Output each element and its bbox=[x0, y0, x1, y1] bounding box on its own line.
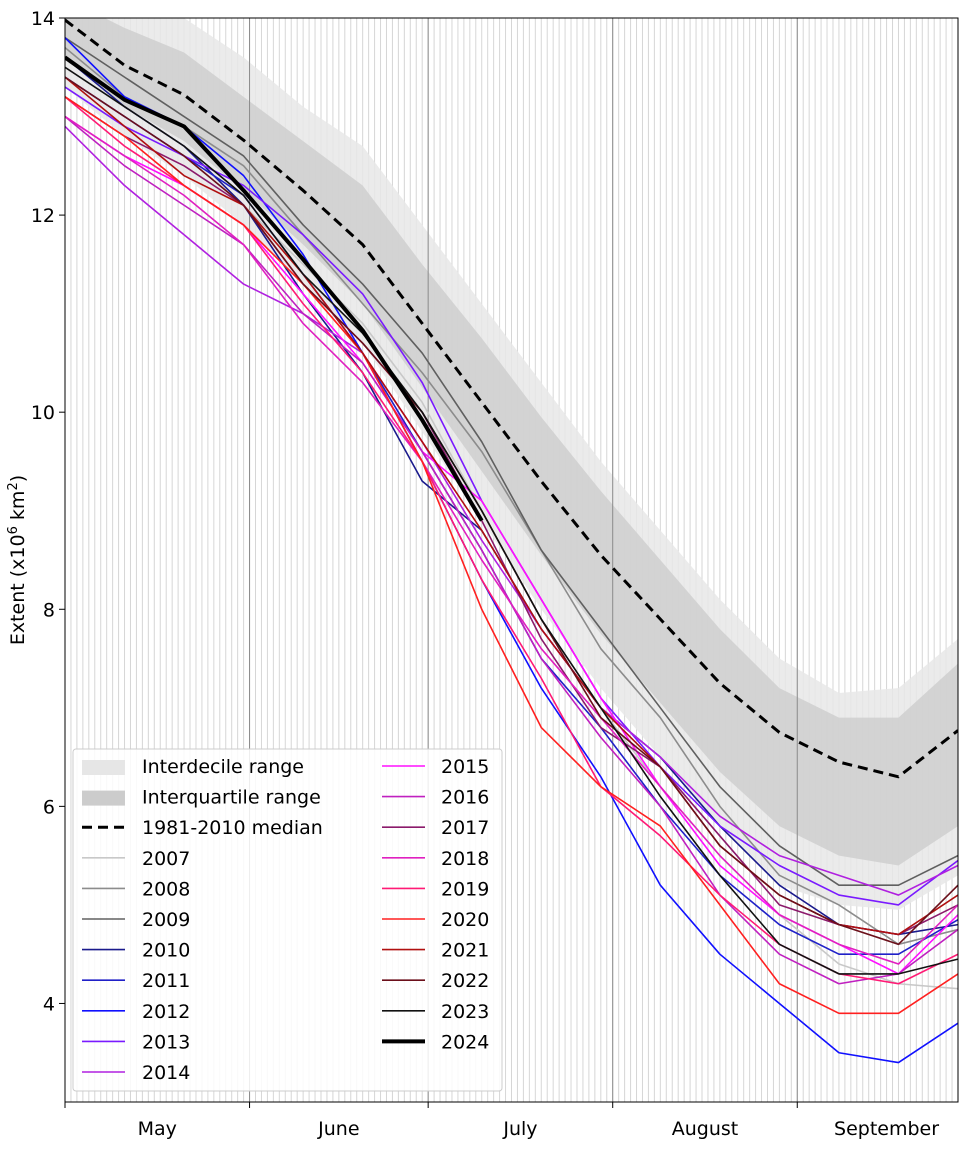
legend-label: 2018 bbox=[441, 848, 489, 870]
legend-label: 2013 bbox=[142, 1031, 190, 1053]
legend-label: 2017 bbox=[441, 817, 489, 839]
legend-label: 2012 bbox=[142, 1001, 190, 1023]
legend-label: 2011 bbox=[142, 970, 190, 992]
x-month-label: August bbox=[672, 1118, 739, 1140]
legend-label: 2021 bbox=[441, 940, 489, 962]
legend-label: 1981-2010 median bbox=[142, 817, 323, 839]
y-tick-label: 12 bbox=[31, 205, 55, 227]
legend-label: 2024 bbox=[441, 1031, 489, 1053]
y-tick-label: 14 bbox=[31, 8, 55, 30]
y-axis-label-part: 2 bbox=[6, 482, 21, 490]
legend-swatch-band bbox=[82, 760, 125, 775]
series-line-2024 bbox=[65, 55, 484, 522]
legend-label: 2020 bbox=[441, 909, 489, 931]
legend: Interdecile range Interquartile range 1981… bbox=[72, 748, 503, 1092]
legend-label: 2019 bbox=[441, 878, 489, 900]
legend-box bbox=[72, 748, 503, 1092]
y-tick-label: 8 bbox=[43, 599, 55, 621]
interquartile-band bbox=[65, 18, 958, 866]
legend-label: Interquartile range bbox=[142, 787, 321, 809]
y-axis-label-part: Extent (x10 bbox=[7, 534, 29, 645]
legend-label: 2022 bbox=[441, 970, 489, 992]
y-tick-label: 4 bbox=[43, 993, 55, 1015]
legend-label: 2008 bbox=[142, 878, 190, 900]
series-line-2008 bbox=[65, 46, 958, 946]
legend-label: 2015 bbox=[441, 756, 489, 778]
series-line-2020 bbox=[65, 96, 958, 1015]
legend-label: Interdecile range bbox=[142, 756, 304, 778]
series-line-2023 bbox=[65, 66, 958, 975]
median-line bbox=[65, 18, 958, 779]
series-line-2014 bbox=[65, 125, 958, 896]
legend-label: 2016 bbox=[441, 787, 489, 809]
y-axis-label-part: km bbox=[7, 491, 29, 527]
legend-label: 2014 bbox=[142, 1062, 190, 1084]
legend-label: 2007 bbox=[142, 848, 190, 870]
legend-label: 2009 bbox=[142, 909, 190, 931]
x-month-label: May bbox=[138, 1118, 177, 1140]
legend-swatch-band bbox=[82, 790, 125, 806]
y-axis-label-part: ) bbox=[7, 475, 29, 482]
y-axis-label-part: 6 bbox=[6, 526, 21, 534]
plot-frame bbox=[64, 17, 959, 1103]
y-tick-label: 6 bbox=[43, 796, 55, 818]
x-month-label: June bbox=[317, 1118, 359, 1140]
series-line-2012 bbox=[65, 37, 958, 1064]
x-month-label: September bbox=[834, 1118, 939, 1140]
y-tick-label: 10 bbox=[31, 402, 55, 424]
y-axis-label: Extent (x106 km2) bbox=[6, 475, 30, 645]
series-line-2018 bbox=[65, 115, 958, 965]
legend-label: 2010 bbox=[142, 940, 190, 962]
x-month-label: July bbox=[502, 1118, 537, 1140]
legend-label: 2023 bbox=[441, 1001, 489, 1023]
